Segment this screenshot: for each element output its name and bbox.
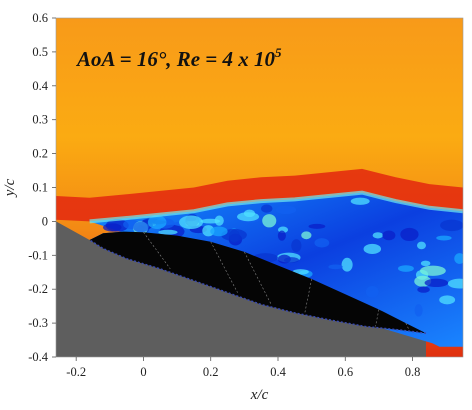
airfoil-shape: [89, 231, 426, 334]
y-tick-label: -0.2: [28, 282, 48, 296]
wake-eddy: [414, 304, 423, 317]
wake-eddy: [350, 197, 370, 205]
wake-eddy: [417, 241, 426, 250]
x-tick-label: 0.4: [270, 365, 286, 379]
wake-eddy: [277, 230, 286, 241]
wake-eddy: [420, 260, 431, 267]
flow-condition-annotation: AoA = 16°, Re = 4 x 105: [75, 45, 282, 71]
airfoil-outline: [89, 239, 427, 335]
wake-eddy: [221, 228, 247, 242]
wake-eddy: [454, 253, 463, 264]
wake-eddy: [372, 232, 384, 239]
wake-eddy: [261, 204, 273, 213]
wake-eddy: [314, 238, 330, 248]
wake-eddy: [328, 264, 343, 270]
wake-eddy: [424, 278, 449, 288]
y-tick-label: -0.4: [28, 350, 49, 364]
wake-eddy: [365, 286, 379, 298]
wake-eddy: [275, 205, 297, 215]
x-tick-label: 0: [140, 365, 146, 379]
wake-eddy: [440, 219, 463, 232]
y-axis-label: y/c: [2, 178, 18, 198]
wake-eddy: [243, 209, 256, 218]
annotation-exponent: 5: [275, 45, 282, 60]
x-axis-label: x/c: [250, 387, 269, 403]
airfoil-grid-line: [375, 309, 380, 327]
x-axis-ticks: -0.2 0 0.2 0.4 0.6 0.8: [66, 357, 420, 379]
shear-layer-edge: [89, 190, 463, 224]
wake-eddy: [397, 265, 414, 272]
y-tick-label: 0.3: [32, 113, 48, 127]
y-tick-label: 0.5: [32, 45, 48, 59]
y-tick-label: 0.1: [32, 181, 48, 195]
y-tick-label: 0.4: [32, 79, 48, 93]
airfoil-grid-line: [210, 241, 238, 293]
y-axis-ticks: -0.4 -0.3 -0.2 -0.1 0 0.1 0.2 0.3 0.4 0.5 0.6: [28, 11, 56, 364]
wake-eddy: [179, 215, 204, 229]
wake-eddy: [341, 257, 353, 272]
wake-eddy: [436, 235, 452, 241]
wake-eddy: [382, 230, 396, 241]
wake-eddy: [214, 215, 224, 226]
wake-eddy: [210, 226, 228, 237]
wake-eddy: [439, 295, 456, 305]
wake-eddy: [417, 286, 430, 293]
wake-eddy: [158, 229, 178, 235]
wake-eddy: [363, 243, 382, 255]
wake-eddy: [419, 265, 446, 276]
airfoil-grid-line: [244, 251, 272, 305]
x-tick-label: 0.2: [203, 365, 219, 379]
x-tick-label: 0.6: [337, 365, 353, 379]
y-tick-label: 0.6: [32, 11, 48, 25]
airfoil-grid-line: [143, 232, 171, 270]
wake-eddy: [447, 278, 463, 289]
x-tick-label: 0.8: [405, 365, 421, 379]
wake-eddy: [400, 227, 419, 241]
x-tick-label: -0.2: [66, 365, 86, 379]
y-tick-label: 0.2: [32, 147, 48, 161]
airfoil-grid-lines: [143, 232, 410, 331]
wake-eddy: [291, 239, 302, 253]
wake-turbulence: [103, 197, 463, 317]
accelerated-flow-band: [56, 168, 463, 222]
wake-eddy: [133, 221, 149, 233]
wake-eddy: [301, 231, 312, 240]
wake-eddy: [147, 215, 167, 230]
y-tick-label: -0.3: [28, 316, 48, 330]
wake-eddy: [105, 219, 129, 232]
airfoil-grid-line: [405, 322, 410, 331]
y-tick-label: 0: [42, 214, 48, 228]
annotation-main: AoA = 16°, Re = 4 x 10: [75, 47, 276, 71]
airfoil-grid-line: [304, 278, 312, 313]
wake-eddy: [262, 214, 277, 228]
wake-eddy: [284, 257, 300, 263]
wake-eddy: [308, 223, 326, 229]
plot-area: [56, 18, 463, 357]
y-tick-label: -0.1: [28, 248, 48, 262]
